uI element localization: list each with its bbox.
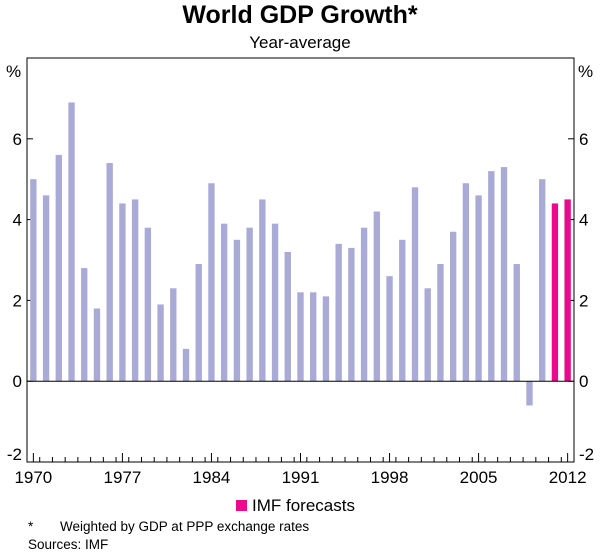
- x-tick-label-1998: 1998: [371, 468, 409, 487]
- bar-2011-forecast: [551, 203, 559, 382]
- x-tick-label-2005: 2005: [460, 468, 498, 487]
- bar-1972: [55, 154, 62, 382]
- x-tick-label-1991: 1991: [282, 468, 320, 487]
- bar-1985: [220, 223, 228, 382]
- bar-1992: [310, 292, 317, 382]
- bar-1971: [42, 195, 50, 382]
- bar-2007: [500, 167, 508, 382]
- bar-1974: [81, 268, 88, 382]
- bar-2008: [513, 264, 520, 382]
- footnote-text: Weighted by GDP at PPP exchange rates: [60, 519, 309, 534]
- bar-1975: [93, 308, 101, 382]
- bar-1983: [195, 264, 202, 382]
- bar-1997: [373, 211, 381, 382]
- y-tick-label-left-6: 6: [13, 130, 22, 149]
- y-tick-label-right-2: 2: [579, 291, 588, 310]
- y-tick-label-left-2: 2: [13, 291, 22, 310]
- x-tick-label-1970: 1970: [14, 468, 52, 487]
- bar-1987: [246, 227, 253, 382]
- bar-1998: [386, 276, 393, 382]
- bar-1995: [348, 247, 355, 382]
- bar-1999: [399, 239, 406, 382]
- bar-1981: [170, 288, 177, 382]
- bars: [30, 102, 571, 406]
- chart-subtitle: Year-average: [249, 33, 350, 52]
- bar-2000: [411, 187, 419, 382]
- y-tick-label-left--2: -2: [7, 445, 22, 464]
- legend-label-imf-forecasts: IMF forecasts: [252, 496, 355, 515]
- bar-1982: [182, 348, 190, 382]
- bar-1996: [360, 227, 368, 382]
- y-tick-label-left-4: 4: [13, 211, 22, 230]
- y-axis-unit-left: %: [6, 62, 21, 81]
- x-tick-labels: 1970 1977 1984 1991 1998 2005 2012: [14, 468, 586, 487]
- y-tick-label-right-6: 6: [579, 130, 588, 149]
- bar-2006: [488, 171, 495, 382]
- bar-2001: [424, 288, 431, 382]
- bar-1976: [106, 163, 113, 382]
- bar-1986: [233, 239, 241, 382]
- y-tick-label-left-0: 0: [13, 372, 22, 391]
- bar-1994: [335, 243, 342, 382]
- y-axis-unit-right: %: [578, 62, 593, 81]
- bar-1993: [322, 296, 330, 382]
- bar-1991: [297, 292, 304, 382]
- x-tick-label-1977: 1977: [103, 468, 141, 487]
- bar-2002: [437, 264, 444, 382]
- bar-1980: [157, 304, 164, 382]
- bar-1978: [131, 199, 139, 382]
- bar-2010: [539, 179, 546, 382]
- bar-1979: [144, 227, 152, 382]
- y-tick-labels: -2 -2 0 0 2 2 4 4 6 6: [7, 130, 594, 464]
- bar-1990: [284, 251, 291, 382]
- bar-2005: [475, 195, 482, 382]
- x-tick-label-2012: 2012: [549, 468, 587, 487]
- legend-swatch-imf-forecasts: [236, 500, 247, 511]
- y-tick-label-right-0: 0: [579, 372, 588, 391]
- bar-1988: [259, 199, 266, 382]
- x-tick-label-1984: 1984: [193, 468, 231, 487]
- bar-2003: [449, 231, 457, 382]
- bar-2012-forecast: [564, 199, 571, 382]
- chart-title: World GDP Growth*: [182, 1, 417, 29]
- bar-1989: [271, 223, 279, 382]
- bar-1984: [208, 183, 215, 382]
- bar-1977: [119, 203, 126, 382]
- bar-2004: [462, 183, 470, 382]
- y-tick-label-right-4: 4: [579, 211, 588, 230]
- footnote-marker: *: [28, 519, 34, 534]
- bar-1973: [68, 102, 75, 382]
- y-tick-label-right--2: -2: [579, 445, 594, 464]
- sources-note: Sources: IMF: [28, 537, 108, 552]
- bar-1970: [30, 179, 37, 382]
- bar-2009: [526, 381, 533, 406]
